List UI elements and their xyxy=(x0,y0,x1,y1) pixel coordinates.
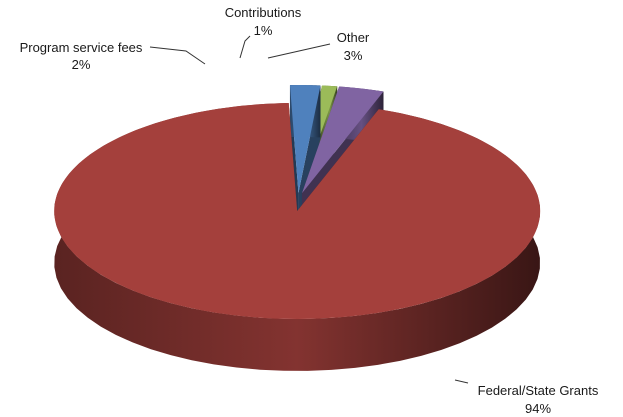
slice-percent-contributions: 1% xyxy=(254,23,273,38)
slice-label-other: Other xyxy=(337,30,370,45)
slice-percent-federal-state-grants: 94% xyxy=(525,401,551,416)
slice-percent-other: 3% xyxy=(344,48,363,63)
leader-line-program-service-fees xyxy=(149,46,206,65)
pie-slice-federal-state-grants xyxy=(54,103,541,371)
leader-line-federal-state-grants xyxy=(454,379,469,384)
slice-label-program-service-fees: Program service fees xyxy=(20,40,143,55)
leader-line-other xyxy=(267,43,331,59)
slice-label-federal-state-grants: Federal/State Grants xyxy=(478,383,599,398)
leader-line-contributions xyxy=(239,35,251,59)
slice-label-contributions: Contributions xyxy=(225,5,302,20)
slice-percent-program-service-fees: 2% xyxy=(72,57,91,72)
